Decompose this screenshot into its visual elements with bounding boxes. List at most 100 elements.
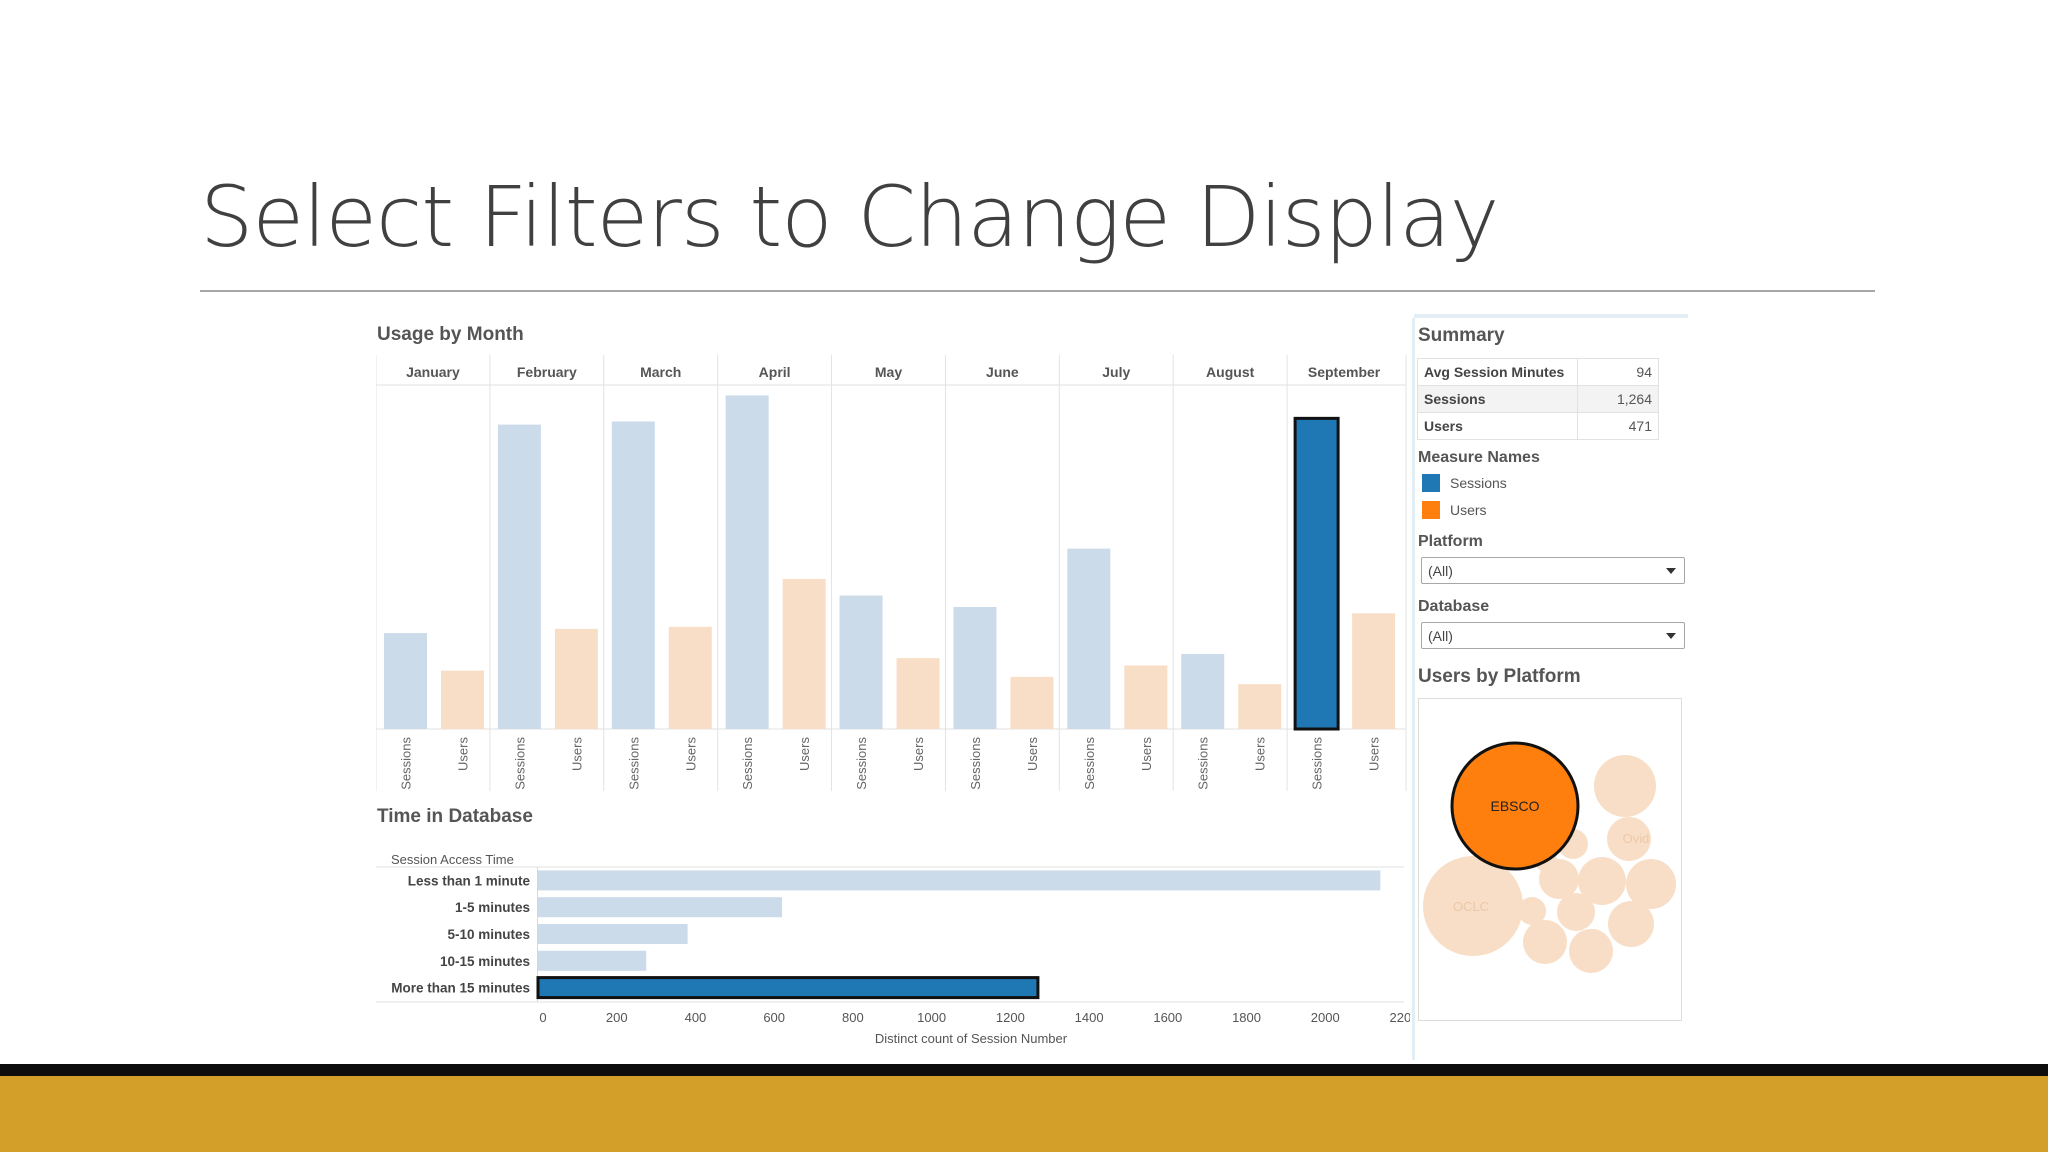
time-chart-title: Time in Database: [377, 806, 533, 827]
measure-label: Sessions: [1196, 737, 1211, 790]
measure-label: Sessions: [512, 737, 527, 790]
legend-item-users[interactable]: Users: [1422, 500, 1487, 520]
time-bar[interactable]: [538, 924, 688, 944]
bar-users-january[interactable]: [441, 670, 484, 729]
measure-label: Sessions: [399, 737, 414, 790]
bar-users-may[interactable]: [896, 658, 940, 729]
bar-sessions-july[interactable]: [1067, 548, 1111, 729]
bar-sessions-september[interactable]: [1293, 416, 1340, 731]
platform-filter-value: (All): [1428, 563, 1453, 579]
time-bar[interactable]: [538, 950, 647, 971]
measure-label: Users: [1253, 737, 1268, 771]
summary-row: Avg Session Minutes 94: [1417, 358, 1659, 386]
x-tick-label: 1000: [917, 1010, 946, 1025]
measure-label: Sessions: [854, 737, 869, 790]
row-header: Session Access Time: [391, 852, 514, 867]
bubble[interactable]: [1608, 901, 1654, 947]
measure-label: Users: [1139, 737, 1154, 771]
bubble-label-ovid: Ovid: [1623, 831, 1650, 846]
summary-label: Avg Session Minutes: [1417, 358, 1578, 386]
database-filter-value: (All): [1428, 628, 1453, 644]
summary-value: 471: [1577, 412, 1659, 440]
bar-sessions-march[interactable]: [611, 421, 655, 729]
month-header: September: [1308, 364, 1381, 380]
bubble[interactable]: [1518, 897, 1546, 925]
bar-sessions-february[interactable]: [497, 424, 541, 729]
database-filter-select[interactable]: (All): [1421, 622, 1685, 649]
measure-label: Users: [911, 737, 926, 771]
month-header: March: [640, 364, 681, 380]
month-header: January: [406, 364, 460, 380]
bar-users-september[interactable]: [1352, 613, 1396, 729]
bar-sessions-june[interactable]: [953, 607, 997, 729]
bubble-ebsco[interactable]: [1450, 741, 1580, 871]
bubble[interactable]: [1569, 929, 1613, 973]
summary-row: Users 471: [1417, 412, 1659, 440]
x-tick-label: 2000: [1311, 1010, 1340, 1025]
summary-table: Avg Session Minutes 94 Sessions 1,264 Us…: [1417, 358, 1659, 440]
chevron-down-icon: [1666, 633, 1676, 639]
database-filter-label: Database: [1418, 598, 1490, 615]
bar-users-february[interactable]: [554, 628, 598, 729]
measure-label: Users: [456, 737, 471, 771]
bubble-label-oclc: OCLC: [1453, 899, 1489, 914]
x-tick-label: 1600: [1153, 1010, 1182, 1025]
bubble[interactable]: [1594, 755, 1656, 817]
time-in-database-chart[interactable]: Session Access Time Less than 1 minute 1-5…: [376, 845, 1410, 1050]
legend-label: Sessions: [1450, 475, 1507, 491]
x-tick-label: 0: [539, 1010, 546, 1025]
title-divider: [200, 290, 1875, 292]
legend-swatch-sessions: [1422, 474, 1440, 492]
time-category-label: 1-5 minutes: [455, 900, 530, 915]
summary-value: 94: [1577, 358, 1659, 386]
month-header: August: [1206, 364, 1255, 380]
x-tick-label: 400: [685, 1010, 707, 1025]
month-header: April: [759, 364, 791, 380]
panel-left-border: [1412, 318, 1415, 1060]
summary-row: Sessions 1,264: [1417, 385, 1659, 413]
x-tick-label: 2200: [1390, 1010, 1410, 1025]
time-category-label: 5-10 minutes: [447, 927, 530, 942]
bar-users-march[interactable]: [668, 626, 712, 729]
measure-label: Sessions: [968, 737, 983, 790]
measure-label: Sessions: [1310, 737, 1325, 790]
time-bar[interactable]: [538, 870, 1381, 891]
month-header: February: [517, 364, 577, 380]
chevron-down-icon: [1666, 568, 1676, 574]
usage-by-month-chart[interactable]: January Sessions Users February Sessions User…: [376, 355, 1410, 795]
summary-label: Sessions: [1417, 385, 1578, 413]
bubble-label-ebsco: EBSCO: [1490, 798, 1539, 814]
legend-item-sessions[interactable]: Sessions: [1422, 473, 1507, 493]
bar-sessions-april[interactable]: [725, 395, 769, 729]
month-header: June: [986, 364, 1019, 380]
bubble[interactable]: [1578, 857, 1626, 905]
footer-black-band: [0, 1064, 2048, 1076]
bar-users-july[interactable]: [1124, 665, 1168, 729]
bar-users-april[interactable]: [782, 578, 826, 729]
month-header: July: [1102, 364, 1130, 380]
time-category-label: More than 15 minutes: [391, 981, 530, 996]
bubble[interactable]: [1423, 856, 1523, 956]
users-by-platform-bubbles[interactable]: EBSCO Ovid OCLC: [1419, 699, 1683, 1022]
bubble[interactable]: [1523, 920, 1567, 964]
bar-sessions-august[interactable]: [1181, 653, 1225, 729]
panel-top-border: [1414, 314, 1688, 318]
platform-filter-select[interactable]: (All): [1421, 557, 1685, 584]
bubble[interactable]: [1626, 859, 1676, 909]
measure-label: Sessions: [626, 737, 641, 790]
bubble[interactable]: [1607, 817, 1651, 861]
measure-label: Users: [569, 737, 584, 771]
x-tick-label: 800: [842, 1010, 864, 1025]
bar-sessions-may[interactable]: [839, 595, 883, 729]
bar-users-june[interactable]: [1010, 676, 1054, 729]
bar-users-august[interactable]: [1238, 684, 1282, 729]
bar-sessions-january[interactable]: [384, 633, 427, 729]
summary-title: Summary: [1418, 325, 1505, 346]
x-tick-label: 1400: [1075, 1010, 1104, 1025]
legend-title: Measure Names: [1418, 449, 1540, 466]
time-bar[interactable]: [538, 897, 783, 918]
platform-filter-label: Platform: [1418, 533, 1483, 550]
bubble[interactable]: [1557, 893, 1595, 931]
time-bar[interactable]: [536, 976, 1040, 1000]
x-axis-label: Distinct count of Session Number: [875, 1031, 1068, 1046]
